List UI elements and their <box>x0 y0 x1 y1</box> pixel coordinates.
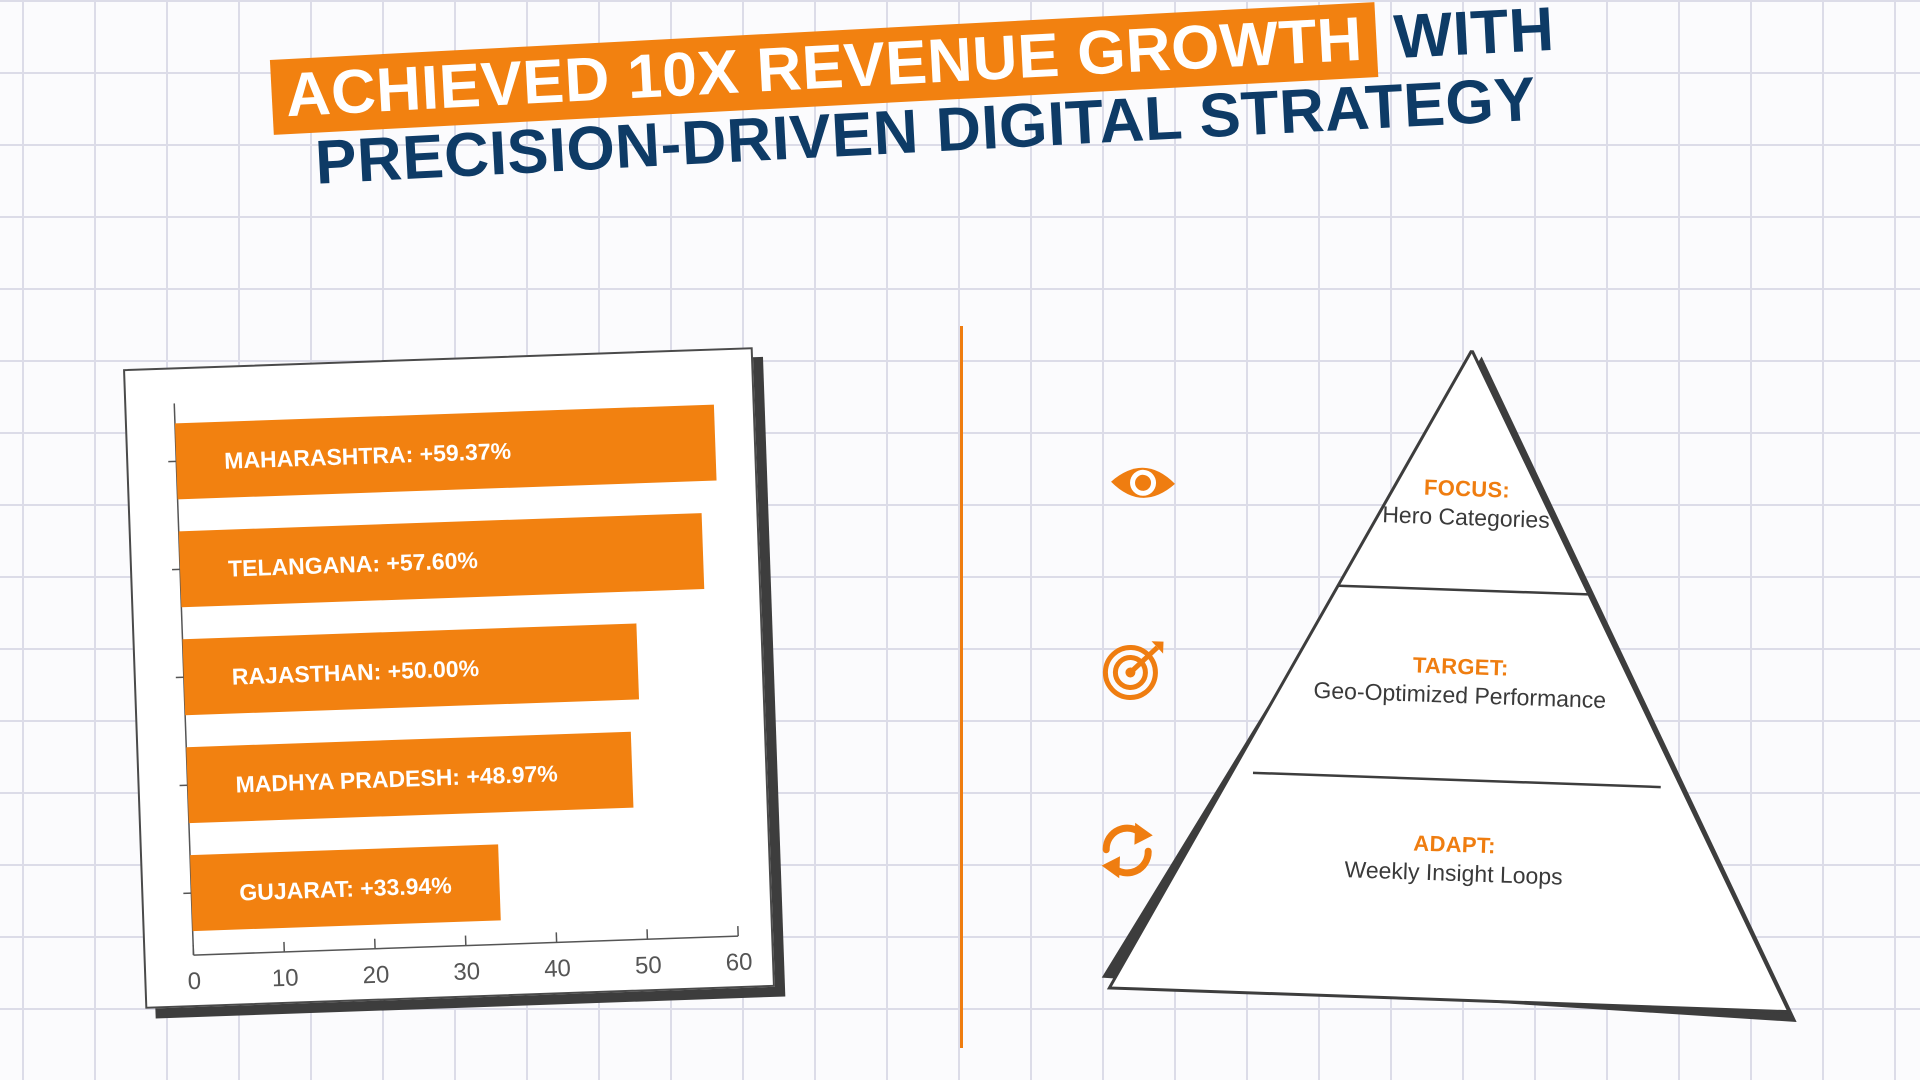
pyramid-body <box>1106 346 1792 1014</box>
bar <box>174 404 717 500</box>
x-tick-label: 40 <box>544 955 572 983</box>
x-tick-label: 30 <box>453 958 481 986</box>
headline-with: WITH <box>1392 0 1556 73</box>
pyramid-tier-focus: FOCUS: Hero Categories <box>1106 458 1828 544</box>
vertical-divider <box>960 326 963 1048</box>
pyramid-shape <box>1101 346 1797 1022</box>
x-tick-label: 20 <box>362 961 390 989</box>
pyramid-tier-target: TARGET: Geo-Optimized Performance <box>1100 635 1822 721</box>
bar <box>186 731 634 824</box>
bar-chart-card: 0 10 20 30 40 50 60 MAHARASHTRA: +59.37% TELANGA… <box>123 347 786 1019</box>
bar <box>178 513 705 608</box>
pyramid-divider-2 <box>1252 771 1661 789</box>
pyramid-divider-1 <box>1338 584 1589 596</box>
bar <box>190 844 501 932</box>
x-tick-label: 0 <box>187 968 201 995</box>
headline: ACHIEVED 10X REVENUE GROWTH WITH PRECISI… <box>269 0 1675 201</box>
refresh-icon <box>1101 822 1153 879</box>
bar <box>182 623 640 716</box>
strategy-pyramid: FOCUS: Hero Categories TARGET: Geo-Optim… <box>1088 338 1831 1043</box>
target-icon <box>1102 641 1164 700</box>
pyramid-tier-adapt: ADAPT: Weekly Insight Loops <box>1093 813 1815 899</box>
eye-icon <box>1111 467 1176 498</box>
x-tick-label: 10 <box>271 964 299 992</box>
x-tick-label: 60 <box>725 949 753 977</box>
x-tick-label: 50 <box>635 952 663 980</box>
